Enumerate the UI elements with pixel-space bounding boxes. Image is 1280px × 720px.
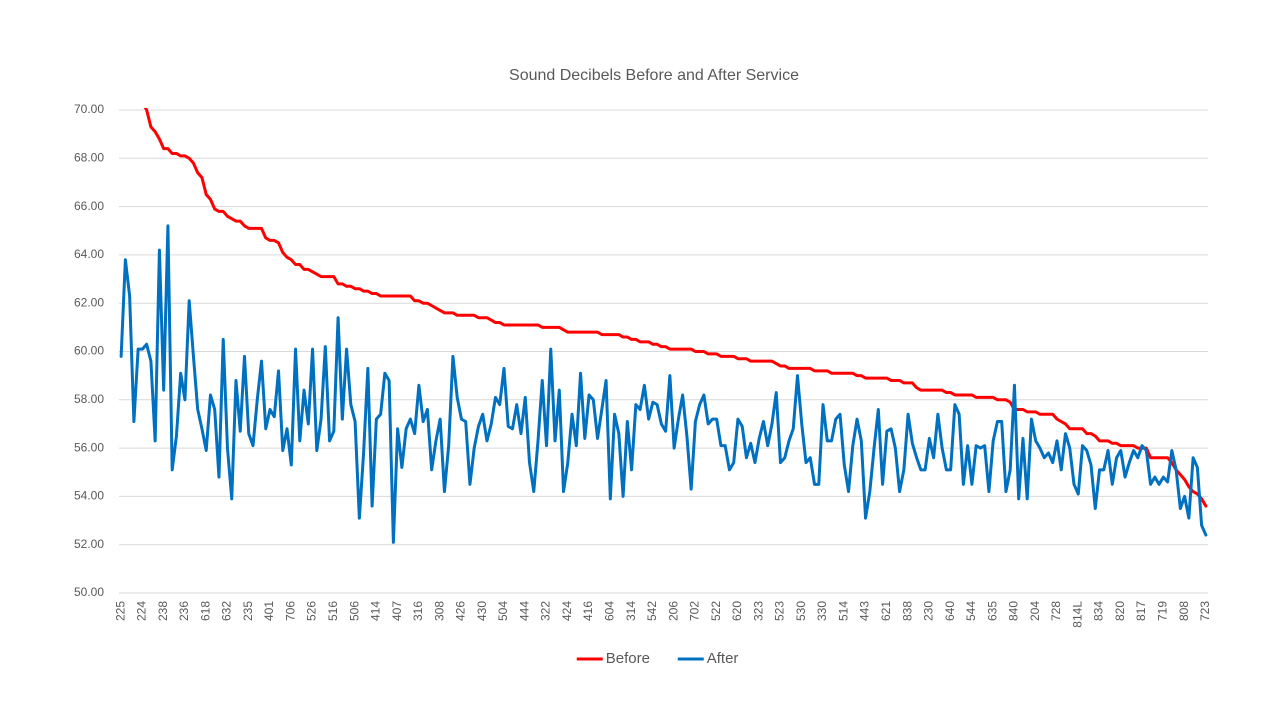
x-tick-label: 426 xyxy=(454,601,468,621)
x-tick-label: 838 xyxy=(900,601,914,621)
y-tick-label: 66.00 xyxy=(74,199,104,213)
x-tick-label: 620 xyxy=(730,601,744,621)
x-tick-label: 330 xyxy=(815,601,829,621)
x-tick-label: 635 xyxy=(985,601,999,621)
x-tick-label: 308 xyxy=(432,601,446,621)
x-tick-label: 235 xyxy=(241,601,255,621)
x-tick-label: 314 xyxy=(624,601,638,621)
y-tick-label: 52.00 xyxy=(74,537,104,551)
series-line xyxy=(143,108,1208,508)
x-tick-label: 632 xyxy=(220,601,234,621)
x-tick-label: 702 xyxy=(688,601,702,621)
x-tick-label: 526 xyxy=(305,601,319,621)
x-tick-label: 728 xyxy=(1049,601,1063,621)
x-tick-label: 238 xyxy=(156,601,170,621)
x-tick-label: 719 xyxy=(1156,601,1170,621)
x-tick-label: 621 xyxy=(879,601,893,621)
y-tick-label: 54.00 xyxy=(74,489,104,503)
x-tick-label: 522 xyxy=(709,601,723,621)
x-tick-label: 316 xyxy=(411,601,425,621)
x-tick-label: 706 xyxy=(283,601,297,621)
y-tick-label: 58.00 xyxy=(74,392,104,406)
x-tick-label: 506 xyxy=(347,601,361,621)
x-tick-label: 544 xyxy=(964,601,978,621)
y-tick-label: 68.00 xyxy=(74,150,104,164)
x-tick-label: 444 xyxy=(517,601,531,621)
x-tick-label: 516 xyxy=(326,601,340,621)
x-tick-label: 604 xyxy=(602,601,616,621)
y-tick-label: 56.00 xyxy=(74,440,104,454)
x-tick-label: 443 xyxy=(858,601,872,621)
x-tick-label: 504 xyxy=(496,601,510,621)
y-tick-label: 60.00 xyxy=(74,344,104,358)
y-tick-label: 62.00 xyxy=(74,295,104,309)
x-tick-label: 814L xyxy=(1070,601,1084,628)
chart-title: Sound Decibels Before and After Service xyxy=(509,67,799,84)
x-tick-label: 808 xyxy=(1177,601,1191,621)
x-tick-label: 414 xyxy=(369,601,383,621)
x-tick-label: 401 xyxy=(262,601,276,621)
x-tick-label: 840 xyxy=(1007,601,1021,621)
x-tick-label: 407 xyxy=(390,601,404,621)
x-tick-label: 817 xyxy=(1134,601,1148,621)
y-tick-label: 70.00 xyxy=(74,102,104,116)
x-tick-label: 322 xyxy=(539,601,553,621)
x-tick-label: 723 xyxy=(1198,601,1212,621)
x-tick-label: 225 xyxy=(113,601,127,621)
x-tick-label: 230 xyxy=(922,601,936,621)
x-tick-label: 416 xyxy=(581,601,595,621)
x-tick-label: 206 xyxy=(666,601,680,621)
x-tick-label: 424 xyxy=(560,601,574,621)
x-tick-label: 820 xyxy=(1113,601,1127,621)
x-tick-label: 430 xyxy=(475,601,489,621)
x-tick-label: 224 xyxy=(135,601,149,621)
series-line xyxy=(119,224,1208,544)
plot-area xyxy=(119,108,1208,544)
x-tick-label: 834 xyxy=(1092,601,1106,621)
x-tick-label: 323 xyxy=(751,601,765,621)
y-tick-label: 64.00 xyxy=(74,247,104,261)
x-tick-label: 523 xyxy=(773,601,787,621)
legend-text: After xyxy=(707,650,739,667)
legend-text: Before xyxy=(606,650,650,667)
y-tick-label: 50.00 xyxy=(74,585,104,599)
x-tick-label: 530 xyxy=(794,601,808,621)
x-tick-label: 204 xyxy=(1028,601,1042,621)
x-tick-label: 618 xyxy=(198,601,212,621)
x-tick-label: 640 xyxy=(943,601,957,621)
x-tick-label: 236 xyxy=(177,601,191,621)
x-tick-label: 542 xyxy=(645,601,659,621)
x-tick-label: 514 xyxy=(836,601,850,621)
